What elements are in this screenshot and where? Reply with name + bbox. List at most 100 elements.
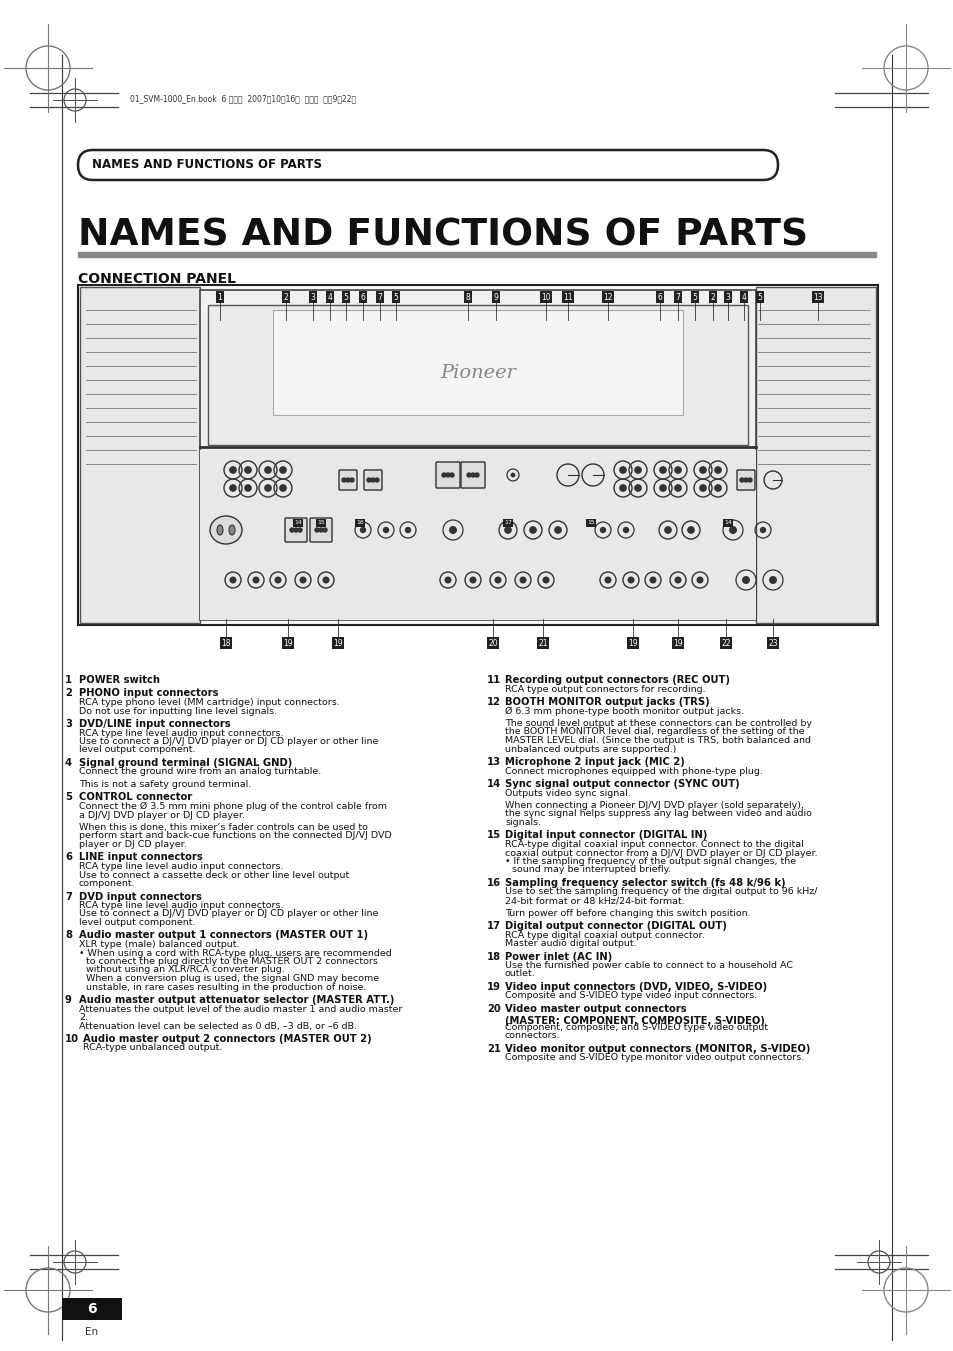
Circle shape	[300, 577, 306, 582]
Circle shape	[475, 473, 478, 477]
Text: 5: 5	[343, 293, 348, 301]
Text: XLR type (male) balanced output.: XLR type (male) balanced output.	[79, 940, 239, 948]
Circle shape	[619, 485, 625, 492]
Text: 5: 5	[757, 293, 761, 301]
Text: the sync signal helps suppress any lag between video and audio: the sync signal helps suppress any lag b…	[504, 809, 811, 819]
Text: DVD input connectors: DVD input connectors	[79, 892, 202, 901]
Text: 13: 13	[486, 757, 500, 767]
Text: Turn power off before changing this switch position.: Turn power off before changing this swit…	[504, 908, 750, 917]
Circle shape	[450, 473, 454, 477]
Circle shape	[441, 473, 446, 477]
Text: Outputs video sync signal.: Outputs video sync signal.	[504, 789, 630, 797]
Text: perform start and back-cue functions on the connected DJ/VJ DVD: perform start and back-cue functions on …	[79, 831, 392, 840]
Text: 14: 14	[723, 520, 731, 526]
Text: RCA type line level audio input connectors.: RCA type line level audio input connecto…	[79, 862, 283, 871]
Circle shape	[471, 473, 475, 477]
Circle shape	[253, 577, 258, 582]
Text: 10: 10	[540, 293, 550, 301]
Text: 6: 6	[65, 852, 71, 862]
Text: 7: 7	[675, 293, 679, 301]
FancyBboxPatch shape	[338, 470, 356, 490]
Text: Connect the ground wire from an analog turntable.: Connect the ground wire from an analog t…	[79, 767, 321, 777]
Ellipse shape	[229, 526, 234, 535]
Text: the BOOTH MONITOR level dial, regardless of the setting of the: the BOOTH MONITOR level dial, regardless…	[504, 727, 803, 736]
Text: 4: 4	[740, 293, 745, 301]
Text: Digital output connector (DIGITAL OUT): Digital output connector (DIGITAL OUT)	[504, 921, 726, 931]
Text: Connect the Ø 3.5 mm mini phone plug of the control cable from: Connect the Ø 3.5 mm mini phone plug of …	[79, 802, 387, 811]
Text: Use to set the sampling frequency of the digital output to 96 kHz/: Use to set the sampling frequency of the…	[504, 888, 817, 897]
Circle shape	[467, 473, 471, 477]
Circle shape	[659, 467, 665, 473]
Text: 3: 3	[725, 293, 730, 301]
Text: Master audio digital output.: Master audio digital output.	[504, 939, 636, 948]
Text: Do not use for inputting line level signals.: Do not use for inputting line level sign…	[79, 707, 276, 716]
Text: 14: 14	[486, 780, 500, 789]
Circle shape	[519, 577, 525, 582]
Circle shape	[747, 478, 751, 482]
Text: 21: 21	[486, 1044, 500, 1054]
Circle shape	[741, 576, 749, 584]
Text: NAMES AND FUNCTIONS OF PARTS: NAMES AND FUNCTIONS OF PARTS	[91, 158, 322, 172]
Text: 17: 17	[503, 520, 512, 526]
Circle shape	[627, 577, 633, 582]
Text: 24-bit format or 48 kHz/24-bit format.: 24-bit format or 48 kHz/24-bit format.	[504, 896, 684, 905]
Text: Audio master output 2 connectors (MASTER OUT 2): Audio master output 2 connectors (MASTER…	[83, 1034, 372, 1044]
Text: Video monitor output connectors (MONITOR, S-VIDEO): Video monitor output connectors (MONITOR…	[504, 1044, 809, 1054]
Text: 22: 22	[720, 639, 730, 647]
Ellipse shape	[210, 516, 242, 544]
Text: 2.: 2.	[79, 1013, 88, 1021]
Text: Sync signal output connector (SYNC OUT): Sync signal output connector (SYNC OUT)	[504, 780, 739, 789]
Text: signals.: signals.	[504, 817, 540, 827]
Text: sound may be interrupted briefly.: sound may be interrupted briefly.	[512, 866, 670, 874]
Bar	[80, 286, 200, 623]
Circle shape	[743, 478, 747, 482]
Text: Audio master output attenuator selector (MASTER ATT.): Audio master output attenuator selector …	[79, 994, 394, 1005]
Text: without using an XLR/RCA converter plug.: without using an XLR/RCA converter plug.	[86, 966, 284, 974]
Text: component.: component.	[79, 880, 135, 888]
FancyBboxPatch shape	[460, 462, 484, 488]
Text: Sampling frequency selector switch (fs 48 k/96 k): Sampling frequency selector switch (fs 4…	[504, 878, 785, 888]
Circle shape	[318, 528, 323, 532]
Text: 6: 6	[657, 293, 661, 301]
Text: level output component.: level output component.	[79, 746, 195, 754]
Text: 16: 16	[486, 878, 500, 888]
Text: 9: 9	[65, 994, 71, 1005]
Text: 19: 19	[627, 639, 638, 647]
FancyBboxPatch shape	[364, 470, 381, 490]
Text: RCA type digital coaxial output connector.: RCA type digital coaxial output connecto…	[504, 931, 704, 939]
Text: 21: 21	[537, 639, 547, 647]
Bar	[62, 1298, 122, 1320]
Text: 15: 15	[586, 520, 595, 526]
Text: 2: 2	[710, 293, 715, 301]
Text: 11: 11	[562, 293, 572, 301]
Text: RCA type line level audio input connectors.: RCA type line level audio input connecto…	[79, 901, 283, 911]
Circle shape	[529, 527, 536, 534]
Circle shape	[622, 527, 629, 534]
Text: Composite and S-VIDEO type monitor video output connectors.: Composite and S-VIDEO type monitor video…	[504, 1054, 803, 1062]
Circle shape	[714, 467, 720, 473]
Circle shape	[230, 485, 236, 492]
Text: 5: 5	[394, 293, 398, 301]
Text: En: En	[86, 1327, 98, 1337]
Text: Attenuation level can be selected as 0 dB, –3 dB, or –6 dB.: Attenuation level can be selected as 0 d…	[79, 1021, 356, 1031]
Bar	[755, 286, 875, 623]
Text: PHONO input connectors: PHONO input connectors	[79, 689, 218, 698]
Text: Pioneer: Pioneer	[439, 363, 516, 382]
Text: 19: 19	[283, 639, 293, 647]
Circle shape	[279, 485, 286, 492]
FancyBboxPatch shape	[737, 470, 754, 490]
Text: 19: 19	[333, 639, 342, 647]
Circle shape	[740, 478, 743, 482]
Text: BOOTH MONITOR output jacks (TRS): BOOTH MONITOR output jacks (TRS)	[504, 697, 709, 707]
Text: When connecting a Pioneer DJ/VJ DVD player (sold separately),: When connecting a Pioneer DJ/VJ DVD play…	[504, 801, 803, 811]
Text: 2: 2	[65, 689, 71, 698]
Circle shape	[245, 467, 251, 473]
Text: LINE input connectors: LINE input connectors	[79, 852, 203, 862]
Circle shape	[674, 467, 680, 473]
Text: 5: 5	[692, 293, 697, 301]
Text: DVD/LINE input connectors: DVD/LINE input connectors	[79, 719, 231, 730]
Text: Microphone 2 input jack (MIC 2): Microphone 2 input jack (MIC 2)	[504, 757, 684, 767]
Text: 3: 3	[65, 719, 71, 730]
Circle shape	[634, 467, 640, 473]
Text: 8: 8	[465, 293, 470, 301]
